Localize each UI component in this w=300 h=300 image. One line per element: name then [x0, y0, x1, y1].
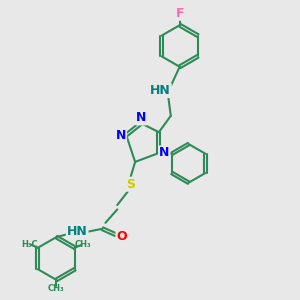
Text: S: S [126, 178, 135, 191]
Text: H₃C: H₃C [21, 240, 38, 249]
Text: F: F [176, 7, 184, 20]
Text: O: O [116, 230, 127, 243]
Text: CH₃: CH₃ [48, 284, 65, 293]
Text: HN: HN [150, 84, 171, 97]
Text: N: N [136, 111, 146, 124]
Text: O: O [116, 229, 128, 243]
Text: F: F [176, 7, 184, 20]
Text: S: S [126, 177, 136, 191]
Text: N: N [159, 146, 169, 160]
Text: HN: HN [151, 85, 170, 96]
Text: N: N [116, 129, 126, 142]
Text: N: N [159, 146, 169, 160]
Text: N: N [116, 129, 126, 142]
Text: N: N [136, 111, 146, 124]
Text: HN: HN [68, 227, 86, 237]
Text: CH₃: CH₃ [75, 240, 92, 249]
Text: HN: HN [67, 225, 88, 238]
